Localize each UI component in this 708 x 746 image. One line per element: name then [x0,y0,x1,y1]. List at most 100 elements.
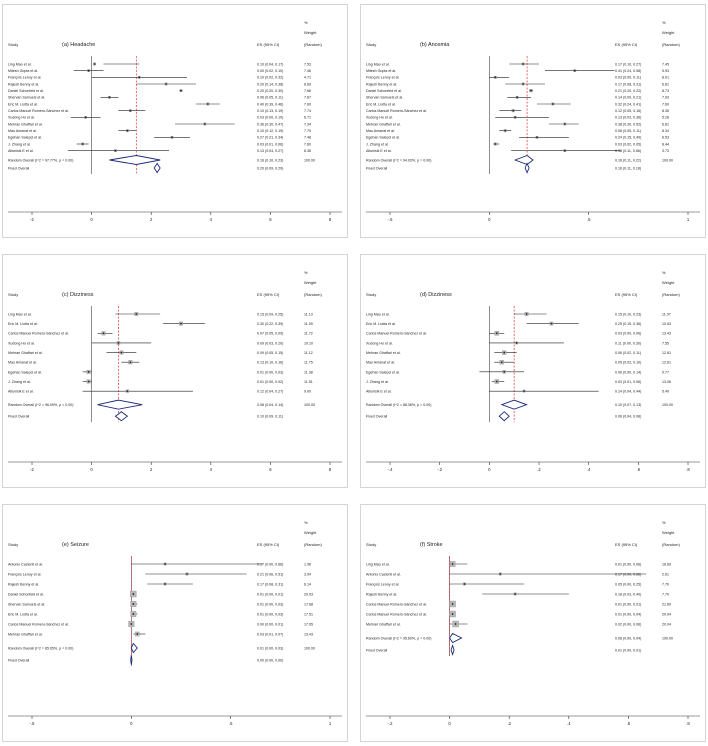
random-overall-label: Random Overall (I^2 = 96.09%, p = 0.00) [8,403,73,407]
es-column-header: ES (95% CI) [615,42,638,47]
es-ci-value: 0.21 (0.20, 0.22) [615,89,641,93]
panel-label: (c) Dizziness [62,292,94,298]
study-name: Mehran Ghaffari et al. [8,632,43,636]
es-ci-value: 0.17 (0.08, 0.31) [257,582,283,586]
fixed-overall-label: Fixed Overall [366,415,387,419]
fixed-overall-diamond [498,411,510,422]
point-estimate [500,361,503,364]
point-estimate [552,103,554,105]
study-column-header: Study [366,292,376,297]
point-estimate [186,573,188,575]
fixed-overall-label: Fixed Overall [366,166,387,170]
es-ci-value: 0.10 (0.02, 0.32) [257,76,283,80]
es-ci-value: 0.07 (0.05, 0.09) [257,332,283,336]
weight-value: 7.46 [304,69,311,73]
x-tick-label: -.2 [388,721,394,726]
study-name: Mitesh Gupta et al. [8,69,38,73]
study-name: Xudong Ho et al. [366,341,393,345]
x-tick-label: 8 [329,467,332,472]
study-column-header: Study [366,42,376,47]
weight-value: 5.93 [662,69,669,73]
random-overall-weight: 100.00 [304,158,315,162]
es-ci-value: 0.10 (0.13, 0.19) [257,109,283,113]
weight-header-percent: % [304,20,308,25]
point-estimate [130,623,133,625]
random-overall-label: Random Overall (I^2 = 85.05%, p = 0.00) [8,646,73,650]
x-tick-label: -.5 [30,721,36,726]
es-ci-value: 0.00 (0.02, 0.10) [257,69,283,73]
panel-label: (e) Seizure [62,542,89,548]
weight-value: 12.61 [662,351,671,355]
weight-header-weight: Weight [662,30,675,35]
x-tick-label: 1 [329,721,332,726]
weight-value: 20.04 [662,612,671,616]
es-ci-value: 0.01 (0.00, 0.06) [615,562,641,566]
es-ci-value: 0.10 (0.12, 0.19) [257,129,283,133]
weight-value: 1.96 [304,562,311,566]
es-ci-value: 0.03 (0.00, 0.06) [615,332,641,336]
es-ci-value: 0.13 (0.10, 0.16) [257,361,283,365]
study-name: Eric M. Liotta et al. [366,322,396,326]
fixed-overall-label: Fixed Overall [8,166,29,170]
study-name: J. Zhang et al. [8,380,31,384]
point-estimate [132,603,135,605]
point-estimate [516,96,519,99]
study-name: Carlos Manuel Romero-Sánchez et al. [366,602,427,606]
panel-frame [2,4,348,238]
point-estimate [117,342,120,344]
study-name: Egehan Salepci et al. [8,136,42,140]
es-ci-value: 0.24 (0.15, 0.40) [615,136,641,140]
weight-value: 6.69 [304,82,311,86]
fixed-overall-diamond [153,162,161,174]
weight-header-percent: % [662,20,666,25]
weight-value: 6.81 [662,122,669,126]
point-estimate [495,332,498,335]
point-estimate [536,136,538,139]
forest-plot-a: % Weight Study (a) Headache ES (95% CI) (Rand… [2,4,348,238]
es-ci-value: 0.09 (0.05, 0.15) [257,351,283,355]
point-estimate [563,149,566,152]
point-estimate [503,370,506,373]
fixed-overall-diamond [450,644,455,656]
es-ci-value: 0.01 (0.00, 0.03) [257,370,283,374]
study-name: Mehran Ghaffari et al. [8,351,43,355]
study-name: J. Zhang et al. [366,380,389,384]
weight-value: 6.53 [662,136,669,140]
es-ci-value: 0.13 (0.04, 0.27) [257,149,283,153]
fixed-overall-label: Fixed Overall [8,415,29,419]
weight-value: 4.71 [304,76,311,80]
weight-value: 3.73 [662,149,669,153]
weight-value: 7.34 [304,122,311,126]
point-estimate [514,116,517,119]
x-tick-label: 4 [210,217,213,222]
study-name: Shervan Samuels et al. [8,96,45,100]
study-name: Mehran Ghaffari et al. [366,351,401,355]
es-ci-value: 0.06 (0.00, 0.14) [615,370,641,374]
es-column-header: ES (95% CI) [257,42,280,47]
weight-value: 9.00 [304,390,311,394]
point-estimate [81,143,84,145]
study-column-header: Study [8,292,18,297]
es-ci-value: 0.08 (0.05, 0.11) [615,129,641,133]
point-estimate [514,593,517,595]
weight-value: 7.53 [304,62,311,66]
forest-panel-b: % Weight Study (b) Anosmia ES (95% CI) (Rando… [360,4,706,238]
weight-header-random: (Random) [662,42,680,47]
weight-value: 11.07 [662,312,671,316]
weight-value: 11.75 [304,361,313,365]
study-name: Ling Mao et al. [8,312,32,316]
random-overall-diamond [449,632,463,644]
study-name: Mehran Ghaffari et al. [366,122,401,126]
point-estimate [129,361,132,364]
fixed-overall-ci: 0.10 (0.09, 0.11) [257,415,283,419]
study-name: Carlos Manuel Romero-Sánchez et al. [366,332,427,336]
weight-value: 7.75 [304,129,311,133]
random-overall-ci: 0.10 (0.07, 0.13) [615,403,641,407]
random-overall-weight: 100.00 [662,636,673,640]
point-estimate [129,109,132,112]
forest-panel-c: % Weight Study (c) Dizziness ES (95% CI) (Ran… [2,254,348,488]
x-tick-label: .2 [507,721,511,726]
es-ci-value: 0.17 (0.08, 0.31) [615,82,641,86]
weight-value: 13.43 [304,632,313,636]
weight-value: 11.38 [304,370,313,374]
